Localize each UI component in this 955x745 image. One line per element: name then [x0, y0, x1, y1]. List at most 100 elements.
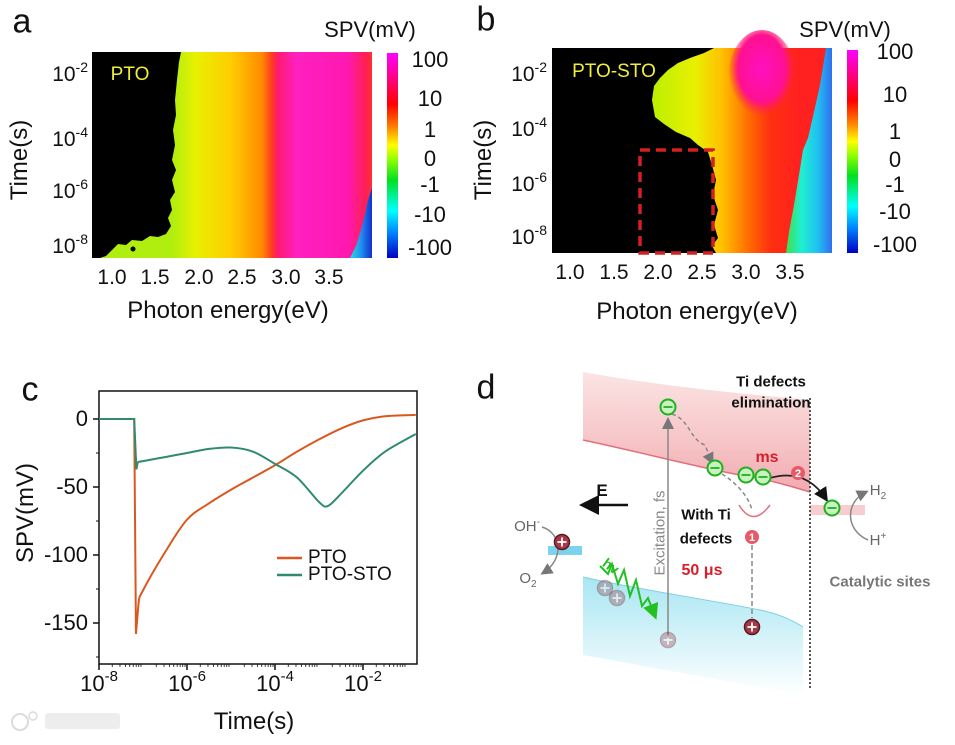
tick-base: 10	[52, 235, 76, 258]
x-tick-label: 10-6	[168, 669, 206, 697]
hole-icon	[608, 589, 626, 607]
heatmap-b	[552, 30, 832, 255]
legend-label-pto: PTO	[308, 547, 347, 568]
transfer-arrow	[769, 474, 828, 503]
excitation-label: Excitation, fs	[651, 490, 669, 576]
conduction-band	[583, 372, 810, 492]
panel-label-c: c	[21, 370, 39, 409]
band-diagram-d: 21	[540, 372, 869, 695]
x-tick-label: 2.5	[687, 261, 717, 284]
colorbar-tick-label: 0	[888, 147, 902, 172]
x-tick-label: 3.0	[731, 261, 761, 284]
x-tick-label: 10-8	[80, 668, 118, 697]
tick-base: 10	[52, 63, 76, 86]
heatmap-b-magenta-region	[728, 30, 796, 126]
colorbar-tick-label: -100	[872, 232, 918, 257]
y-tick-label: -50	[56, 474, 88, 499]
h2-label: H2	[870, 482, 886, 502]
relaxation-path	[671, 413, 714, 465]
electron-icon	[823, 499, 841, 517]
hole-icon	[743, 618, 761, 636]
hplus-text: H	[869, 532, 881, 549]
x-tick-label: 3.5	[775, 261, 805, 284]
colorbar-tick-label: -10	[414, 202, 446, 227]
electron-icon	[706, 459, 724, 477]
tick-exponent: -8	[534, 222, 547, 238]
watermark-logo	[11, 711, 120, 731]
x-tick-label: 1.5	[140, 266, 170, 289]
y-axis-label-a: Time(s)	[6, 119, 33, 201]
electron-icon	[737, 466, 755, 484]
tick-base: 10	[511, 63, 535, 86]
colorbar-title-a: SPV(mV)	[324, 17, 416, 42]
y-tick-label: -150	[43, 610, 88, 635]
y-tick-label: 10-4	[52, 125, 88, 152]
y-tick-label: 10-8	[511, 223, 547, 250]
heatmap-a	[92, 52, 372, 258]
colorbar-tick-label: -10	[879, 199, 911, 224]
hplus-label: H+	[870, 531, 887, 549]
series-line-pto-sto	[99, 418, 417, 508]
x-tick-label: 3.0	[271, 266, 301, 289]
tick-exponent: -2	[368, 668, 382, 685]
h2-subscript: 2	[880, 491, 887, 502]
oh-text: OH	[514, 518, 537, 535]
electron-icon	[659, 398, 677, 416]
panel-label-d: d	[476, 368, 496, 407]
x-axis-label-a: Photon energy(eV)	[127, 297, 329, 324]
colorbar-tick-label: -100	[407, 235, 453, 260]
tick-exponent: -6	[75, 176, 88, 192]
y-tick-label: 0	[75, 406, 88, 431]
colorbar-tick-label: 100	[876, 39, 914, 64]
y-tick-label: 10-8	[52, 232, 88, 259]
inset-label-a: PTO	[110, 64, 150, 85]
field-label: E	[596, 481, 608, 500]
step-marker: 2	[791, 466, 805, 480]
tick-base: 10	[52, 128, 76, 151]
colorbar-title-b: SPV(mV)	[799, 17, 891, 42]
photon-wave	[599, 560, 659, 620]
hole-icon	[659, 631, 677, 649]
y-axis-label-b: Time(s)	[470, 119, 497, 201]
ms-label: ms	[755, 449, 779, 466]
x-tick-label: 2.5	[227, 266, 257, 289]
step-number: 2	[795, 468, 801, 480]
x-tick-label: 1.0	[555, 261, 585, 284]
o2-text: O	[519, 570, 532, 587]
tick-exponent: -4	[280, 668, 294, 685]
o2-label: O2	[519, 570, 536, 590]
y-tick-label: 10-2	[511, 60, 547, 87]
trap-state	[738, 504, 771, 518]
panel-label-b: b	[476, 0, 496, 39]
x-tick-label: 2.0	[643, 261, 673, 284]
trapping-path	[721, 473, 753, 511]
oh-label: OH-	[514, 517, 540, 535]
catalytic-sites-label: Catalytic sites	[829, 573, 931, 591]
reduction-arrow	[849, 490, 869, 541]
step-marker: 1	[745, 530, 759, 544]
x-axis-label-b: Photon energy(eV)	[596, 298, 798, 325]
valence-band	[583, 577, 803, 695]
x-tick-label: 1.5	[599, 261, 629, 284]
colorbar-tick-label: 10	[417, 86, 443, 111]
colorbar-tick-label: 0	[423, 146, 437, 171]
tick-exponent: -6	[534, 169, 547, 185]
tick-exponent: -2	[75, 59, 88, 75]
heatmap-a-negative-region	[350, 188, 372, 258]
tick-base: 10	[344, 671, 369, 696]
heatmap-b-negative-region	[786, 48, 832, 253]
line-chart-c	[93, 390, 418, 670]
colorbar-tick-label: -1	[420, 172, 440, 197]
y-tick-label: 10-2	[52, 60, 88, 87]
tick-exponent: -2	[534, 59, 547, 75]
tick-exponent: -4	[75, 124, 88, 140]
y-axis-label-c: SPV(mV)	[12, 462, 39, 564]
surface-level-left	[548, 546, 582, 555]
x-tick-label: 3.5	[314, 266, 344, 289]
tick-exponent: -8	[104, 668, 118, 685]
colorbar-tick-label: 10	[882, 82, 908, 107]
colorbar-b	[847, 50, 858, 253]
step-number: 1	[749, 532, 755, 544]
hplus-charge: +	[880, 531, 887, 542]
conduction-band-edge	[582, 439, 811, 493]
